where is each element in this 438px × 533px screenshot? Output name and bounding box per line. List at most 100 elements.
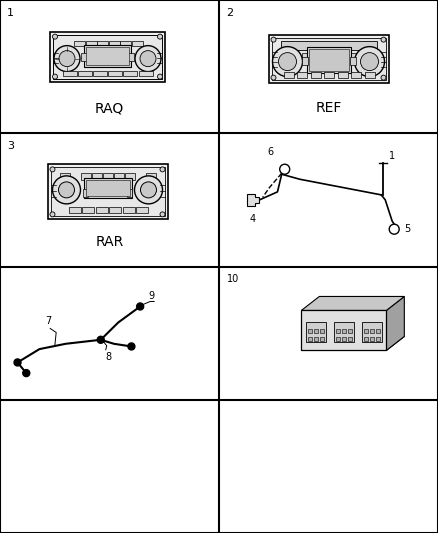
Bar	[47, 164, 167, 220]
Bar	[280, 41, 377, 50]
Text: 2: 2	[226, 8, 233, 18]
Bar	[108, 71, 122, 76]
Circle shape	[271, 75, 276, 80]
Text: 5: 5	[404, 224, 410, 234]
Bar	[145, 173, 155, 180]
Bar	[60, 173, 70, 180]
Text: 8: 8	[106, 352, 112, 362]
Text: 1: 1	[389, 151, 396, 161]
Bar	[85, 41, 96, 46]
Bar	[324, 71, 334, 78]
Circle shape	[97, 336, 104, 343]
Polygon shape	[301, 336, 404, 351]
Circle shape	[141, 182, 156, 198]
Bar	[370, 337, 374, 342]
Bar	[320, 329, 324, 334]
Bar	[81, 173, 91, 180]
Polygon shape	[247, 194, 259, 206]
Bar	[120, 41, 131, 46]
Bar	[93, 71, 107, 76]
Bar	[376, 329, 380, 334]
Bar	[348, 329, 352, 334]
Bar	[102, 173, 113, 180]
Bar	[307, 46, 350, 72]
Bar	[301, 53, 311, 58]
Text: REF: REF	[315, 101, 342, 115]
Text: 10: 10	[227, 274, 239, 285]
Text: 7: 7	[45, 317, 51, 326]
Circle shape	[53, 74, 57, 79]
Bar	[376, 337, 380, 342]
Bar	[127, 189, 131, 197]
Bar	[268, 35, 389, 83]
Circle shape	[389, 224, 399, 234]
Circle shape	[137, 303, 144, 310]
Circle shape	[128, 343, 135, 350]
Bar	[131, 41, 142, 46]
Bar	[92, 173, 102, 180]
Text: 9: 9	[148, 292, 154, 302]
Circle shape	[140, 51, 156, 67]
Bar	[82, 189, 88, 197]
Bar	[97, 41, 108, 46]
Text: 6: 6	[268, 147, 274, 157]
Polygon shape	[386, 296, 404, 351]
Bar	[314, 329, 318, 334]
Bar	[301, 56, 307, 64]
Circle shape	[59, 182, 74, 198]
Bar	[124, 71, 137, 76]
Bar	[342, 329, 346, 334]
Bar	[109, 41, 120, 46]
Bar	[312, 53, 322, 58]
Bar	[283, 71, 293, 78]
Bar	[334, 322, 354, 343]
Bar	[351, 71, 361, 78]
Bar	[314, 337, 318, 342]
Circle shape	[158, 74, 162, 79]
Circle shape	[50, 167, 55, 172]
Bar	[364, 71, 374, 78]
Bar	[272, 38, 385, 79]
Circle shape	[279, 53, 297, 71]
Circle shape	[158, 34, 162, 39]
Circle shape	[53, 34, 57, 39]
Circle shape	[280, 164, 290, 174]
Bar	[113, 173, 124, 180]
Bar	[308, 329, 312, 334]
Bar	[311, 71, 321, 78]
Bar	[136, 207, 148, 213]
Bar	[338, 71, 347, 78]
Text: RAR: RAR	[95, 235, 124, 248]
Text: RAQ: RAQ	[95, 101, 124, 115]
Bar	[124, 173, 134, 180]
Bar	[348, 337, 352, 342]
Circle shape	[160, 167, 165, 172]
Circle shape	[381, 75, 386, 80]
Bar	[297, 71, 307, 78]
Circle shape	[59, 51, 75, 67]
Bar	[53, 35, 162, 79]
Bar	[82, 207, 94, 213]
Bar	[350, 56, 356, 64]
Bar	[308, 49, 349, 71]
Bar	[50, 31, 165, 82]
Bar	[362, 322, 382, 343]
Circle shape	[354, 46, 385, 77]
Bar	[68, 207, 81, 213]
Bar	[364, 329, 368, 334]
Circle shape	[50, 212, 55, 217]
Bar	[128, 53, 134, 61]
Bar	[74, 41, 85, 46]
Circle shape	[271, 37, 276, 42]
Bar	[50, 167, 165, 216]
Circle shape	[134, 176, 162, 204]
Text: 4: 4	[250, 214, 256, 224]
Circle shape	[135, 46, 161, 71]
Text: 1: 1	[7, 8, 14, 18]
Bar	[123, 207, 134, 213]
Bar	[81, 53, 87, 61]
Bar	[63, 71, 77, 76]
Bar	[335, 53, 345, 58]
Bar	[95, 207, 107, 213]
Polygon shape	[301, 296, 404, 310]
